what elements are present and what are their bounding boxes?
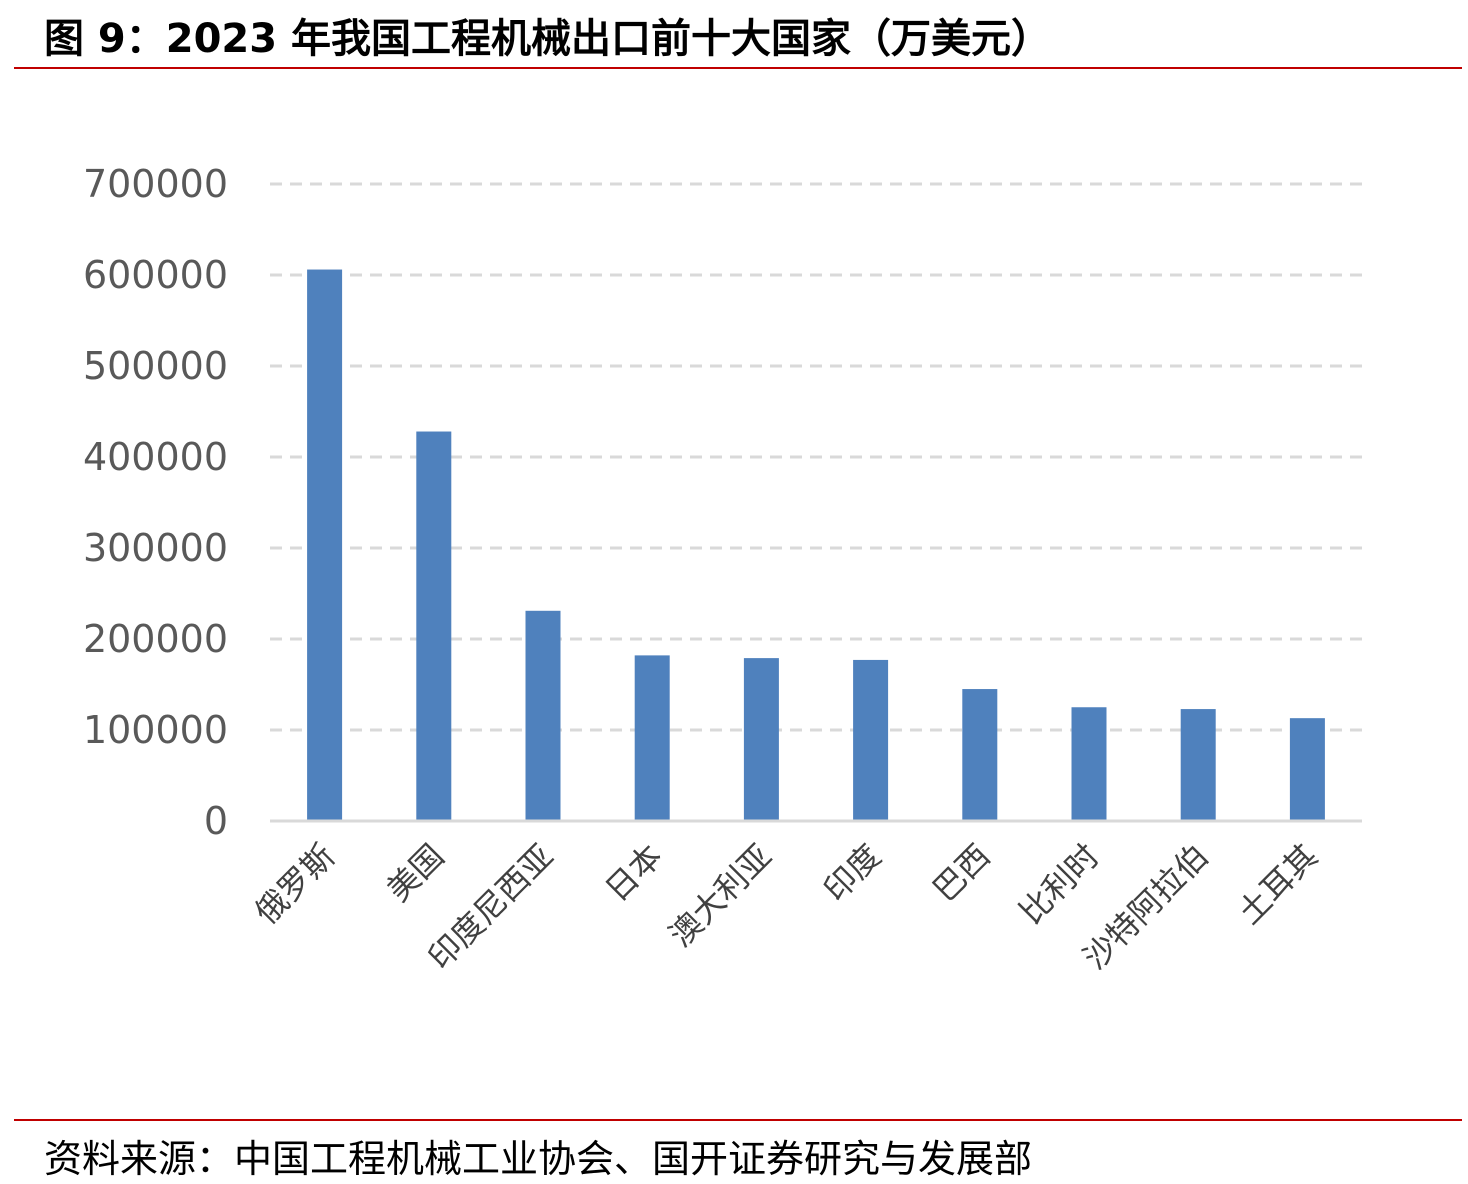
y-tick-label: 0 [204,799,228,843]
y-tick-label: 300000 [83,526,228,570]
source-divider [14,1119,1462,1121]
bar [962,689,998,821]
title-divider [14,67,1462,69]
bar [853,659,889,821]
y-tick-label: 100000 [83,708,228,752]
gridlines [270,182,1362,732]
y-tick-label: 200000 [83,617,228,661]
y-axis-ticks: 0 100000 200000 300000 400000 500000 600000 700… [83,162,228,843]
bar [525,610,561,821]
x-category-label: 比利时 [1012,837,1107,932]
x-category-label: 巴西 [925,837,997,909]
bar [1071,707,1107,821]
x-category-label: 俄罗斯 [247,837,342,932]
x-category-label: 美国 [379,837,451,909]
figure-title: 图 9：2023 年我国工程机械出口前十大国家（万美元） [44,16,1052,62]
bar [416,431,452,821]
y-tick-label: 400000 [83,435,228,479]
x-category-label: 日本 [598,837,670,909]
bar [307,269,343,821]
x-category-label: 澳大利亚 [662,837,779,954]
bars [307,269,1325,821]
y-tick-label: 500000 [83,344,228,388]
bar [634,655,670,821]
bar [1289,718,1325,821]
y-tick-label: 600000 [83,253,228,297]
y-tick-label: 700000 [83,162,228,206]
x-category-label: 印度 [816,837,888,909]
bar [1180,709,1216,821]
bar [743,658,779,821]
source-note: 资料来源：中国工程机械工业协会、国开证券研究与发展部 [44,1137,1033,1181]
x-category-label: 土耳其 [1230,837,1325,932]
